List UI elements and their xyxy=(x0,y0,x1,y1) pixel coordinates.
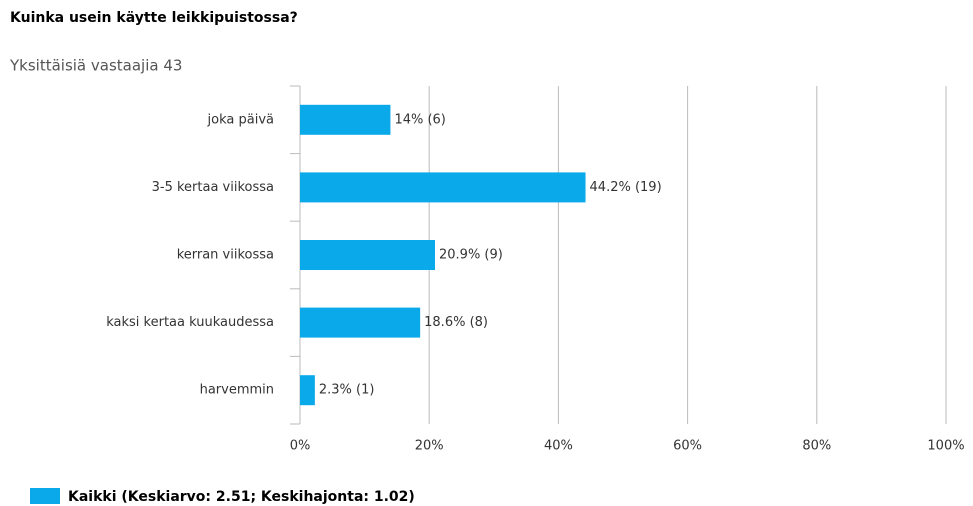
data-label: 18.6% (8) xyxy=(424,315,488,330)
bar xyxy=(300,307,421,338)
y-tick-label: kerran viikossa xyxy=(177,248,274,263)
legend-label: Kaikki (Keskiarvo: 2.51; Keskihajonta: 1… xyxy=(68,489,415,505)
x-tick-label: 40% xyxy=(544,439,573,454)
data-label: 20.9% (9) xyxy=(439,248,503,263)
chart-title: Kuinka usein käytte leikkipuistossa? xyxy=(10,10,298,26)
data-label: 2.3% (1) xyxy=(319,383,375,398)
legend-swatch xyxy=(30,488,60,504)
y-tick-label: harvemmin xyxy=(200,383,274,398)
x-tick-label: 60% xyxy=(673,439,702,454)
bar xyxy=(300,240,436,270)
x-tick-label: 20% xyxy=(415,439,444,454)
x-tick-label: 100% xyxy=(927,439,964,454)
chart-subtitle: Yksittäisiä vastaajia 43 xyxy=(9,57,182,75)
data-label: 44.2% (19) xyxy=(590,180,662,195)
y-tick-label: kaksi kertaa kuukaudessa xyxy=(106,315,274,330)
bar xyxy=(300,172,586,203)
bar xyxy=(300,375,315,406)
bar xyxy=(300,104,391,135)
x-tick-label: 0% xyxy=(290,439,311,454)
y-tick-label: 3-5 kertaa viikossa xyxy=(152,180,274,195)
x-tick-label: 80% xyxy=(802,439,831,454)
y-tick-label: joka päivä xyxy=(207,112,274,127)
data-label: 14% (6) xyxy=(394,112,445,127)
